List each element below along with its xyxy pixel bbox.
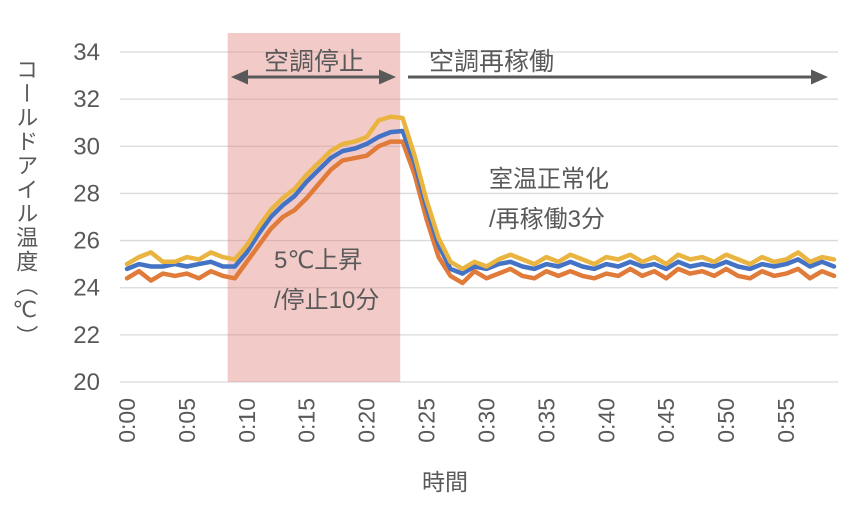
ac-stop-shaded-region	[227, 33, 401, 382]
x-tick-label: 0:40	[593, 398, 619, 443]
x-tick-label: 0:10	[234, 398, 260, 443]
x-tick-label: 0:35	[533, 398, 559, 443]
y-axis-title: コールドアイル温度（℃）	[13, 58, 39, 349]
annotation-ac-stop-label: 空調停止	[263, 48, 364, 76]
series-line-1	[124, 139, 837, 286]
y-tick-label: 28	[73, 180, 100, 207]
x-tick-label: 0:00	[114, 398, 140, 443]
x-tick-label: 0:20	[354, 398, 380, 443]
y-tick-label: 30	[73, 133, 100, 160]
y-tick-label: 24	[73, 275, 100, 302]
x-tick-label: 0:15	[294, 398, 320, 443]
annotation-normalize-note: 室温正常化 /再稼働3分	[489, 160, 609, 240]
y-tick-label: 20	[73, 369, 100, 396]
y-tick-label: 34	[73, 39, 100, 66]
ac-stop-arrowhead-left-icon	[231, 69, 248, 85]
annotation-rise-note-line2: /停止10分	[274, 287, 380, 314]
ac-stop-arrowhead-right-icon	[379, 69, 396, 85]
y-tick-label: 22	[73, 322, 100, 349]
ac-restart-arrowhead-icon	[811, 69, 828, 85]
x-tick-label: 0:45	[653, 398, 679, 443]
x-tick-label: 0:50	[713, 398, 739, 443]
series-line-2	[124, 128, 837, 276]
annotation-ac-restart-label: 空調再稼働	[429, 48, 555, 76]
x-tick-label: 0:25	[414, 398, 440, 443]
annotation-normalize-note-line1: 室温正常化	[489, 166, 609, 193]
x-tick-label: 0:55	[773, 398, 799, 443]
x-axis-title: 時間	[422, 469, 468, 495]
y-tick-label: 32	[73, 86, 100, 113]
annotation-rise-note-line1: 5℃上昇	[274, 247, 363, 274]
x-tick-label: 0:05	[174, 398, 200, 443]
annotation-rise-note: 5℃上昇 /停止10分	[274, 241, 379, 321]
x-tick-label: 0:30	[473, 398, 499, 443]
y-tick-label: 26	[73, 228, 100, 255]
series-line-3	[124, 114, 837, 272]
annotation-normalize-note-line2: /再稼働3分	[489, 206, 606, 233]
